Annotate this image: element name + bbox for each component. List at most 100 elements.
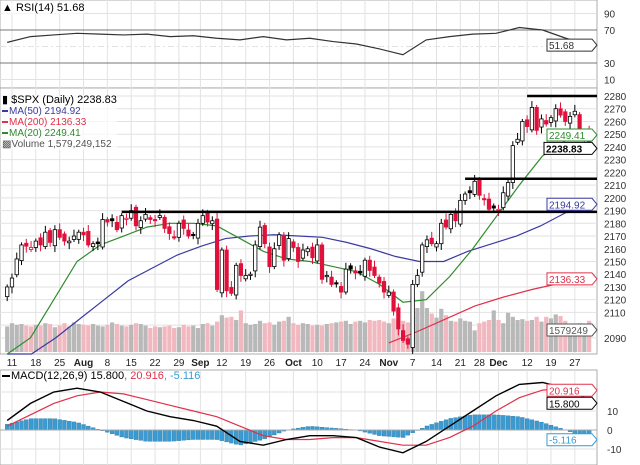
macd-histogram-bar: [76, 422, 81, 431]
macd-histogram-bar: [238, 429, 244, 446]
candle-body: [410, 284, 415, 348]
candle-body: [324, 275, 329, 278]
volume-bar: [200, 324, 205, 352]
date-axis-tick: 15: [126, 358, 138, 369]
candle-body: [401, 330, 406, 341]
volume-bar: [391, 318, 396, 352]
date-axis-tick: 29: [173, 358, 185, 369]
macd-histogram-bar: [14, 421, 19, 431]
macd-histogram-bar: [234, 429, 239, 445]
candle-body: [19, 244, 24, 261]
volume-bar: [567, 328, 573, 352]
rsi-icon: ▲: [2, 2, 13, 14]
volume-bar: [334, 322, 339, 352]
macd-histogram-bar: [62, 420, 67, 431]
price-axis-tick: 2160: [604, 245, 627, 256]
rsi-label: RSI(14): [15, 2, 54, 14]
date-axis-tick: Nov: [379, 358, 398, 369]
date-axis-tick: 12: [216, 358, 228, 369]
macd-histogram-bar: [33, 418, 38, 431]
macd-histogram-bar: [472, 414, 477, 431]
candle-body: [300, 249, 306, 259]
candle-body: [372, 266, 377, 276]
volume-bar: [324, 324, 329, 352]
macd-histogram-bar: [496, 414, 501, 431]
candle-body: [319, 244, 325, 280]
macd-histogram-bar: [510, 416, 515, 431]
macd-histogram-bar: [462, 415, 468, 431]
volume-bar: [52, 327, 57, 352]
candle-body: [482, 198, 487, 201]
macd-histogram-bar: [109, 429, 115, 435]
candle-body: [257, 226, 263, 247]
volume-bar: [95, 325, 100, 352]
candle-body: [9, 277, 15, 288]
rsi-axis-tick: 70: [604, 26, 616, 37]
candle-body: [486, 198, 492, 210]
date-axis-tick: 12: [522, 358, 534, 369]
candle-body: [329, 276, 334, 285]
candle-body: [90, 243, 96, 247]
price-axis-tick: 2230: [604, 156, 627, 167]
date-axis-tick: 28: [474, 358, 486, 369]
macd-histogram-bar: [119, 429, 124, 438]
volume-bar: [257, 320, 263, 352]
volume-bar: [33, 324, 38, 352]
macd-histogram-bar: [67, 420, 72, 431]
candle-body: [553, 108, 558, 122]
candle-body: [472, 180, 477, 195]
candle-body: [176, 222, 182, 238]
candle-body: [119, 215, 124, 229]
macd-label: MACD(12,26,9): [11, 370, 88, 382]
candle-body: [57, 229, 62, 238]
macd-histogram-bar: [572, 429, 577, 434]
volume-bar: [434, 317, 439, 352]
volume-bar: [114, 324, 120, 352]
macd-histogram-bar: [434, 422, 439, 431]
volume-bar: [520, 319, 525, 352]
volume-bar: [582, 324, 587, 352]
volume-bar: [310, 325, 315, 352]
price-value-tag-text: 2136.33: [549, 275, 586, 286]
price-value-tag: 2249.41: [546, 128, 598, 142]
rsi-value-tag-box: [546, 38, 598, 52]
volume-bar: [496, 320, 501, 352]
volume-bar: [262, 323, 267, 352]
candle-body: [429, 237, 434, 245]
ma20-legend: MA(20) 2249.41: [9, 128, 81, 139]
volume-bar: [477, 323, 482, 352]
price-axis-tick: 2270: [604, 105, 627, 116]
candle-body: [124, 217, 129, 220]
macd-histogram-bar: [86, 425, 91, 431]
volume-bar: [467, 321, 472, 352]
candle-body: [224, 249, 229, 292]
volume-bar: [315, 324, 320, 352]
rsi-legend: ▲ RSI(14) 51.68: [2, 2, 85, 14]
volume-bar: [28, 326, 34, 352]
candle-body: [567, 115, 573, 124]
price-axis-tick: 2120: [604, 296, 627, 307]
candle-body: [195, 222, 201, 239]
volume-bar: [339, 321, 344, 352]
macd-value-tag-text: 20.916: [549, 386, 580, 397]
candle-body: [348, 265, 353, 270]
candle-body: [515, 138, 520, 143]
candle-body: [38, 237, 43, 246]
candle-body: [262, 225, 267, 245]
macd-hist-value: , -5.116: [163, 370, 201, 382]
macd-histogram-bar: [524, 418, 530, 431]
macd-histogram-bar: [305, 426, 310, 431]
macd-histogram-bar: [544, 423, 549, 431]
volume-bar: [133, 323, 139, 352]
candle-body: [534, 107, 539, 131]
macd-histogram-bar: [372, 429, 377, 435]
candle-body: [391, 291, 396, 312]
price-axis-tick: 2260: [604, 117, 627, 128]
candle-body: [43, 231, 48, 247]
rsi-axis-tick: 30: [604, 59, 616, 70]
candle-body: [219, 249, 224, 294]
candle-body: [81, 231, 86, 236]
volume-value-tag: 1579249: [546, 323, 598, 337]
volume-bar: [362, 322, 368, 352]
rsi-line: [7, 26, 590, 56]
